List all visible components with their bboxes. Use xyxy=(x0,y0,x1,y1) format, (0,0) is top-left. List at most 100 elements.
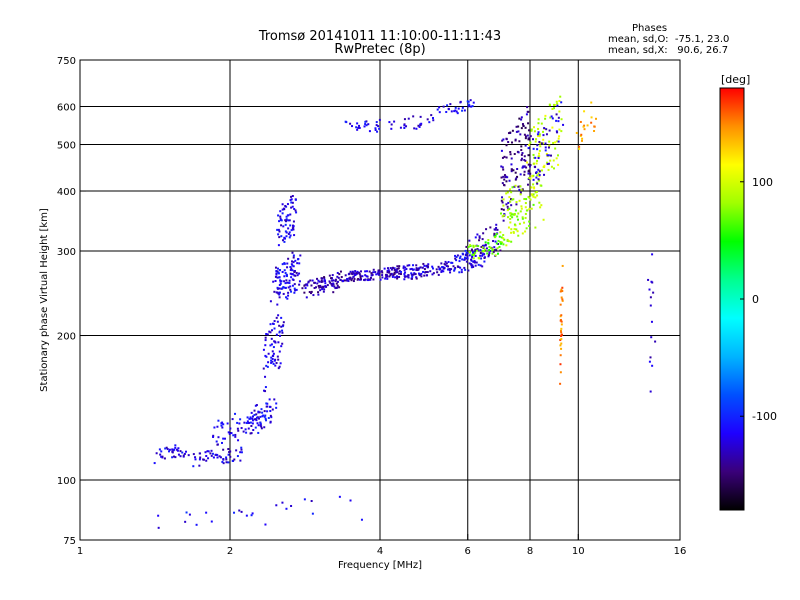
data-point xyxy=(514,184,517,187)
data-point xyxy=(461,252,464,255)
data-point xyxy=(181,451,184,454)
data-point xyxy=(502,175,505,178)
data-point xyxy=(199,452,202,455)
data-point xyxy=(537,131,540,134)
data-point xyxy=(461,106,464,109)
data-point xyxy=(499,231,502,234)
data-point xyxy=(210,520,213,523)
data-point xyxy=(173,448,176,451)
data-point xyxy=(593,125,596,128)
data-point xyxy=(159,453,162,456)
data-point xyxy=(374,128,377,131)
data-point xyxy=(595,117,598,120)
data-point xyxy=(269,331,272,334)
data-point xyxy=(377,125,380,128)
data-point xyxy=(451,261,454,264)
data-point xyxy=(287,294,290,297)
data-point xyxy=(521,232,524,235)
data-point xyxy=(452,265,455,268)
data-point xyxy=(334,279,337,282)
data-point xyxy=(485,228,488,231)
data-point xyxy=(507,132,510,135)
data-point xyxy=(222,423,225,426)
data-point xyxy=(583,128,586,131)
data-point xyxy=(194,458,197,461)
data-point xyxy=(392,273,395,276)
data-point xyxy=(505,144,508,147)
data-point xyxy=(307,281,310,284)
data-point xyxy=(423,274,426,277)
chart-subtitle: RwPretec (8p) xyxy=(334,42,426,57)
data-point xyxy=(502,138,505,141)
data-point xyxy=(371,273,374,276)
colorbar-tick-label: 100 xyxy=(752,176,773,189)
data-point xyxy=(220,424,223,427)
data-point xyxy=(404,271,407,274)
data-point xyxy=(502,204,505,207)
data-point xyxy=(560,334,563,337)
data-point xyxy=(532,153,535,156)
data-point xyxy=(411,275,414,278)
data-point xyxy=(440,262,443,265)
data-point xyxy=(461,258,464,261)
data-point xyxy=(281,501,284,504)
data-point xyxy=(290,198,293,201)
data-point xyxy=(276,270,279,273)
data-point xyxy=(283,269,286,272)
data-point xyxy=(442,267,445,270)
data-point xyxy=(231,459,234,462)
data-point xyxy=(250,432,253,435)
data-point xyxy=(267,352,270,355)
data-point xyxy=(273,320,276,323)
data-point xyxy=(470,263,473,266)
data-point xyxy=(426,274,429,277)
data-point xyxy=(493,249,496,252)
data-point xyxy=(260,408,263,411)
data-point xyxy=(460,271,463,274)
data-point xyxy=(364,274,367,277)
data-point xyxy=(505,203,508,206)
data-point xyxy=(249,432,252,435)
data-point xyxy=(309,279,312,282)
data-point xyxy=(328,274,331,277)
data-point xyxy=(326,284,329,287)
data-point xyxy=(281,342,284,345)
data-point xyxy=(551,126,554,129)
data-point xyxy=(375,273,378,276)
data-point xyxy=(306,284,309,287)
data-point xyxy=(516,175,519,178)
colorbar-tick-label: 0 xyxy=(752,293,759,306)
data-point xyxy=(381,276,384,279)
data-point xyxy=(510,163,513,166)
data-point xyxy=(281,287,284,290)
data-point xyxy=(534,226,537,229)
data-point xyxy=(510,213,513,216)
data-point xyxy=(651,364,654,367)
data-point xyxy=(525,113,528,116)
data-point xyxy=(532,126,535,129)
data-point xyxy=(351,270,354,273)
data-point xyxy=(236,421,239,424)
data-point xyxy=(233,511,236,514)
data-point xyxy=(291,269,294,272)
data-point xyxy=(267,417,270,420)
data-point xyxy=(222,462,225,465)
data-point xyxy=(500,236,503,239)
data-point xyxy=(277,228,280,231)
data-point xyxy=(349,270,352,273)
data-point xyxy=(413,273,416,276)
data-point xyxy=(320,280,323,283)
data-point xyxy=(253,418,256,421)
data-point xyxy=(502,214,505,217)
data-point xyxy=(360,518,363,521)
data-point xyxy=(361,275,364,278)
data-point xyxy=(535,176,538,179)
data-point xyxy=(559,303,562,306)
data-point xyxy=(398,270,401,273)
data-point xyxy=(583,110,586,113)
data-point xyxy=(275,273,278,276)
data-point xyxy=(281,212,284,215)
data-point xyxy=(254,426,257,429)
data-point xyxy=(524,135,527,138)
data-point xyxy=(285,235,288,238)
